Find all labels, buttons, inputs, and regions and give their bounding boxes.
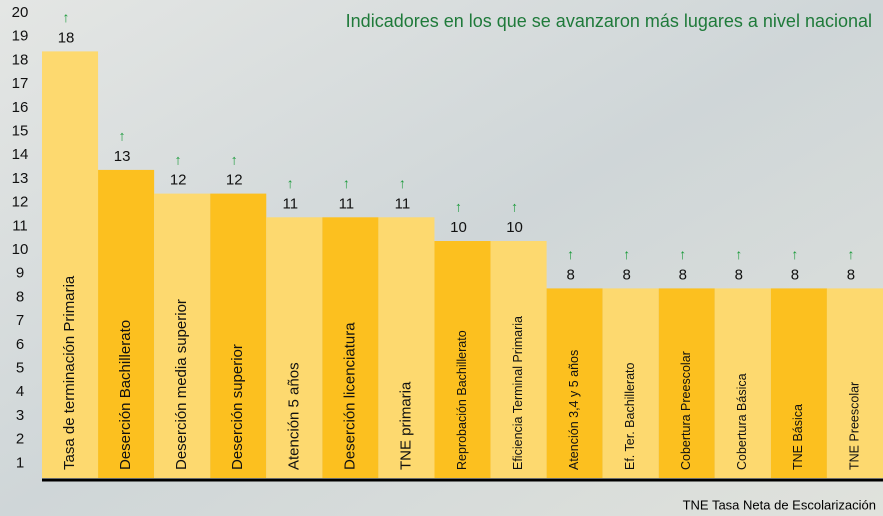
category-label: Deserción media superior	[173, 299, 190, 470]
y-tick-label: 20	[12, 4, 29, 21]
y-tick-label: 17	[12, 75, 29, 92]
category-label: Deserción superior	[229, 344, 246, 470]
bar	[826, 288, 883, 478]
y-tick-label: 8	[16, 288, 24, 305]
y-tick-label: 3	[16, 407, 24, 424]
value-label: 8	[679, 266, 687, 283]
y-tick-label: 15	[12, 122, 29, 139]
bar	[378, 217, 435, 479]
value-label: 12	[170, 172, 187, 189]
arrow-marker: ↑	[287, 175, 294, 191]
bar	[98, 169, 155, 478]
bar	[42, 51, 99, 479]
value-label: 18	[58, 29, 75, 46]
value-label: 8	[791, 266, 799, 283]
footnote: TNE Tasa Neta de Escolarización	[683, 497, 876, 512]
arrow-marker: ↑	[343, 175, 350, 191]
bar	[658, 288, 715, 478]
arrow-marker: ↑	[399, 175, 406, 191]
bar	[602, 288, 659, 478]
arrow-marker: ↑	[679, 246, 686, 262]
bar	[210, 193, 267, 478]
value-label: 11	[283, 195, 299, 212]
category-label: Deserción Bachillerato	[117, 320, 134, 470]
arrow-marker: ↑	[455, 199, 462, 215]
arrow-marker: ↑	[847, 246, 854, 262]
value-label: 8	[847, 266, 855, 283]
value-label: 11	[395, 195, 411, 212]
arrow-marker: ↑	[63, 9, 70, 25]
y-tick-label: 7	[16, 312, 24, 329]
bar	[714, 288, 771, 478]
category-label: TNE Básica	[791, 404, 805, 470]
bar	[770, 288, 827, 478]
bar	[546, 288, 603, 478]
arrow-marker: ↑	[175, 151, 182, 167]
bar	[434, 241, 491, 478]
category-label: Deserción licenciatura	[341, 322, 358, 470]
y-tick-label: 10	[12, 241, 29, 258]
y-tick-label: 11	[12, 217, 28, 234]
value-label: 10	[450, 219, 467, 236]
arrow-marker: ↑	[791, 246, 798, 262]
bar	[266, 217, 323, 479]
category-label: Atención 5 años	[285, 362, 302, 470]
category-label: Tasa de terminación Primaria	[61, 275, 78, 470]
category-label: TNE Preescolar	[847, 382, 861, 470]
y-tick-label: 9	[16, 265, 24, 282]
y-tick-label: 5	[16, 359, 24, 376]
y-tick-label: 4	[16, 383, 24, 400]
category-label: Reprobación Bachillerato	[455, 330, 469, 470]
arrow-marker: ↑	[231, 151, 238, 167]
y-tick-label: 18	[12, 51, 29, 68]
arrow-marker: ↑	[119, 128, 126, 144]
y-tick-label: 19	[12, 28, 29, 45]
value-label: 10	[506, 219, 523, 236]
value-label: 8	[735, 266, 743, 283]
category-label: Atención 3,4 y 5 años	[567, 350, 581, 470]
value-label: 8	[566, 266, 574, 283]
y-tick-label: 6	[16, 336, 24, 353]
value-label: 8	[623, 266, 631, 283]
y-tick-label: 2	[16, 431, 24, 448]
category-label: TNE primaria	[397, 381, 414, 470]
bar	[490, 241, 547, 478]
arrow-marker: ↑	[735, 246, 742, 262]
category-label: Eficiencia Terminal Primaria	[511, 316, 525, 470]
category-label: Cobertura Preescolar	[679, 351, 693, 470]
arrow-marker: ↑	[623, 246, 630, 262]
bar	[154, 193, 211, 478]
chart-title: Indicadores en los que se avanzaron más …	[346, 11, 872, 31]
value-label: 12	[226, 172, 243, 189]
y-tick-label: 1	[16, 454, 24, 471]
y-tick-label: 16	[12, 99, 29, 116]
value-label: 11	[339, 195, 355, 212]
category-label: Cobertura Básica	[735, 373, 749, 470]
arrow-marker: ↑	[567, 246, 574, 262]
value-label: 13	[114, 148, 131, 165]
bar	[322, 217, 379, 479]
category-label: Ef. Ter. Bachillerato	[623, 362, 637, 470]
arrow-marker: ↑	[511, 199, 518, 215]
y-tick-label: 12	[12, 194, 29, 211]
y-tick-label: 13	[12, 170, 29, 187]
y-tick-label: 14	[12, 146, 29, 163]
